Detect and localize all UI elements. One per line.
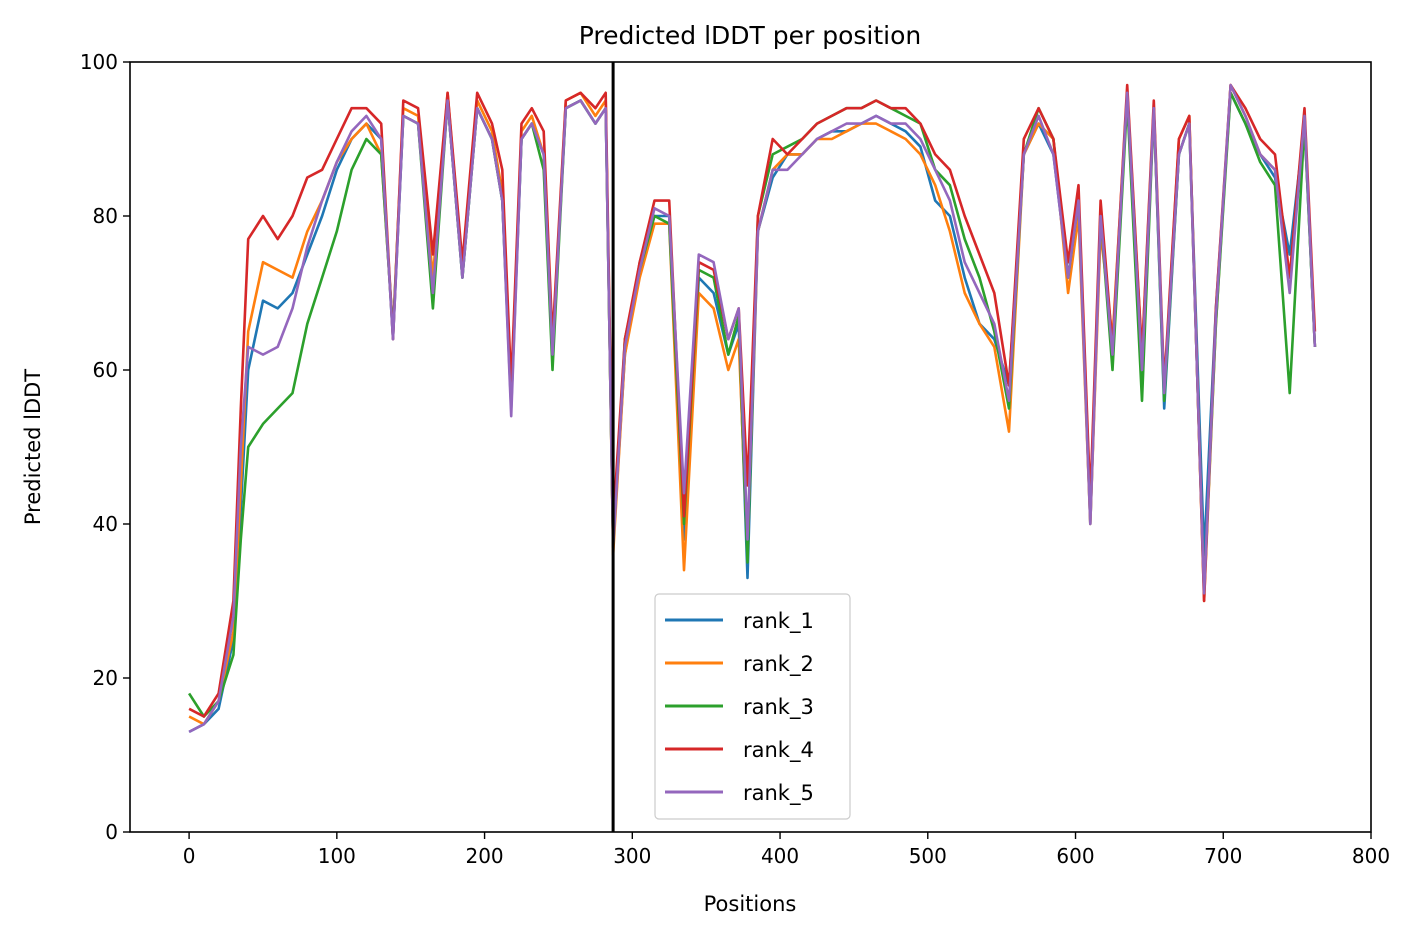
plot-area — [129, 61, 1372, 833]
legend-label-rank_1: rank_1 — [743, 609, 814, 634]
legend: rank_1 rank_2 rank_3 rank_4 rank_5 — [654, 593, 851, 820]
y-tick-label: 80 — [93, 204, 118, 228]
y-axis-label: Predicted lDDT — [21, 369, 45, 525]
plot-frame — [129, 61, 1372, 833]
x-tick-label: 400 — [761, 844, 799, 868]
legend-label-rank_5: rank_5 — [743, 781, 814, 806]
legend-label-rank_3: rank_3 — [743, 695, 814, 720]
chart-title: Predicted lDDT per position — [579, 21, 921, 50]
y-tick-label: 40 — [93, 512, 118, 536]
x-tick-label: 700 — [1204, 844, 1242, 868]
x-tick-label: 200 — [465, 844, 503, 868]
x-tick-label: 600 — [1056, 844, 1094, 868]
y-axis: 0 20 40 60 80 100 — [80, 50, 130, 844]
y-tick-label: 100 — [80, 50, 118, 74]
x-tick-label: 0 — [183, 844, 196, 868]
legend-box — [654, 593, 851, 820]
x-tick-label: 500 — [909, 844, 947, 868]
x-tick-label: 800 — [1352, 844, 1390, 868]
series-line-rank_5 — [188, 83, 1317, 734]
y-tick-label: 0 — [105, 820, 118, 844]
x-tick-label: 300 — [613, 844, 651, 868]
y-tick-label: 20 — [93, 666, 118, 690]
x-tick-label: 100 — [318, 844, 356, 868]
y-tick-label: 60 — [93, 358, 118, 382]
x-axis-label: Positions — [704, 892, 797, 916]
legend-label-rank_2: rank_2 — [743, 652, 814, 677]
series-layer — [188, 83, 1317, 734]
x-axis: 0 100 200 300 400 500 600 700 800 — [183, 832, 1390, 868]
legend-label-rank_4: rank_4 — [743, 738, 814, 763]
